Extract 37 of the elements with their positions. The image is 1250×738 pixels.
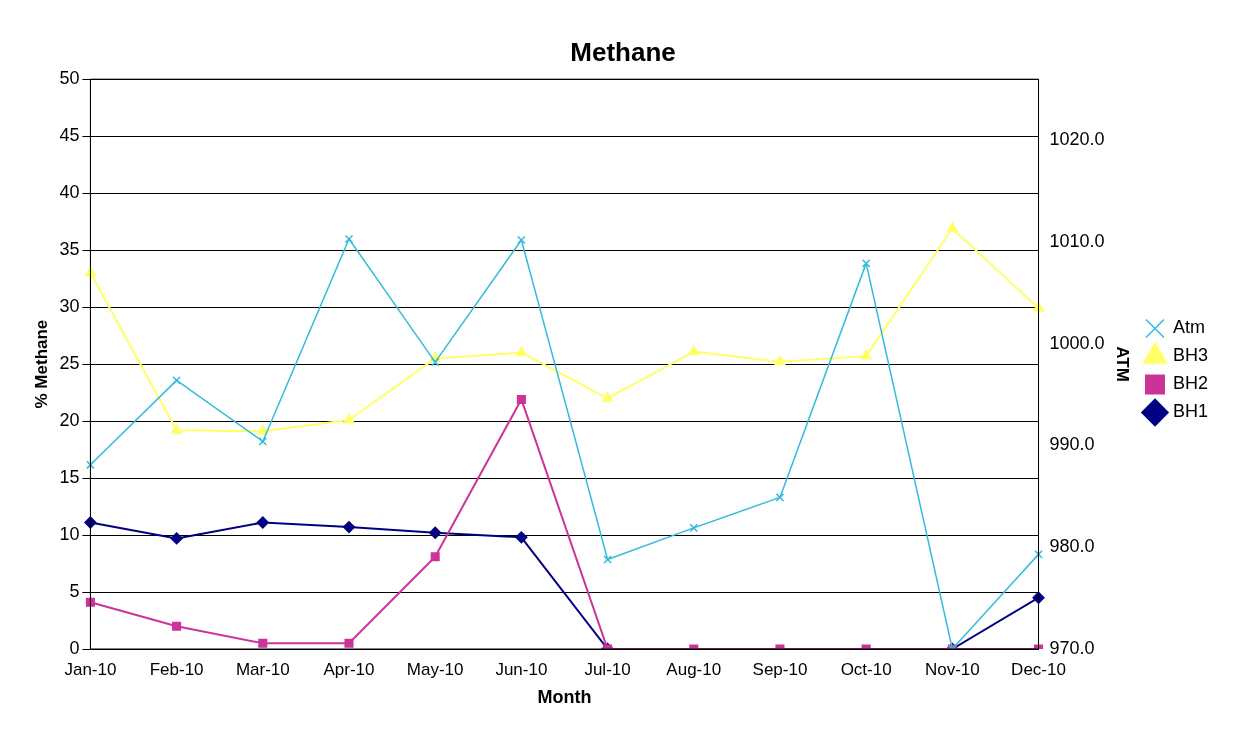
legend-label: BH2 [1172, 373, 1208, 394]
y-tick-label: 20 [59, 410, 80, 431]
y-tick-label: 40 [59, 182, 80, 203]
legend-label: BH1 [1172, 401, 1208, 422]
x-tick-label: Feb-10 [149, 659, 204, 679]
x-tick-label: Mar-10 [235, 659, 290, 679]
y2-tick-label: 1020.0 [1049, 129, 1105, 150]
x-tick-label: Nov-10 [924, 659, 980, 679]
x-axis-title: Month [537, 687, 592, 708]
y2-tick-label: 990.0 [1049, 434, 1095, 455]
y-tick-label: 45 [59, 125, 80, 146]
y-tick-label: 10 [59, 524, 80, 545]
y-tick-label: 50 [59, 68, 80, 89]
y-tick-label: 5 [69, 580, 80, 601]
y2-tick-label: 980.0 [1049, 536, 1095, 557]
y-axis-title: % Methane [31, 319, 51, 409]
y2-tick-label: 970.0 [1049, 637, 1095, 658]
y-tick-label: 0 [69, 637, 80, 658]
x-tick-label: Jan-10 [64, 659, 117, 679]
y-tick-label: 35 [59, 239, 80, 260]
legend-label: Atm [1172, 317, 1205, 338]
legend-label: BH3 [1172, 345, 1208, 366]
y-tick-label: 30 [59, 296, 80, 317]
y2-tick-label: 1000.0 [1049, 332, 1105, 353]
y-tick-label: 25 [59, 353, 80, 374]
x-tick-label: Dec-10 [1011, 659, 1066, 679]
x-tick-label: Aug-10 [666, 659, 722, 679]
x-tick-label: May-10 [406, 659, 464, 679]
x-tick-label: Oct-10 [840, 659, 892, 679]
x-tick-label: Jul-10 [584, 659, 631, 679]
x-tick-label: Jun-10 [495, 659, 548, 679]
y2-tick-label: 1010.0 [1049, 230, 1105, 251]
x-tick-label: Sep-10 [752, 659, 808, 679]
y2-axis-title: ATM [1113, 346, 1133, 382]
x-tick-label: Apr-10 [323, 659, 375, 679]
y-tick-label: 15 [59, 467, 80, 488]
chart-title: Methane [570, 36, 676, 67]
